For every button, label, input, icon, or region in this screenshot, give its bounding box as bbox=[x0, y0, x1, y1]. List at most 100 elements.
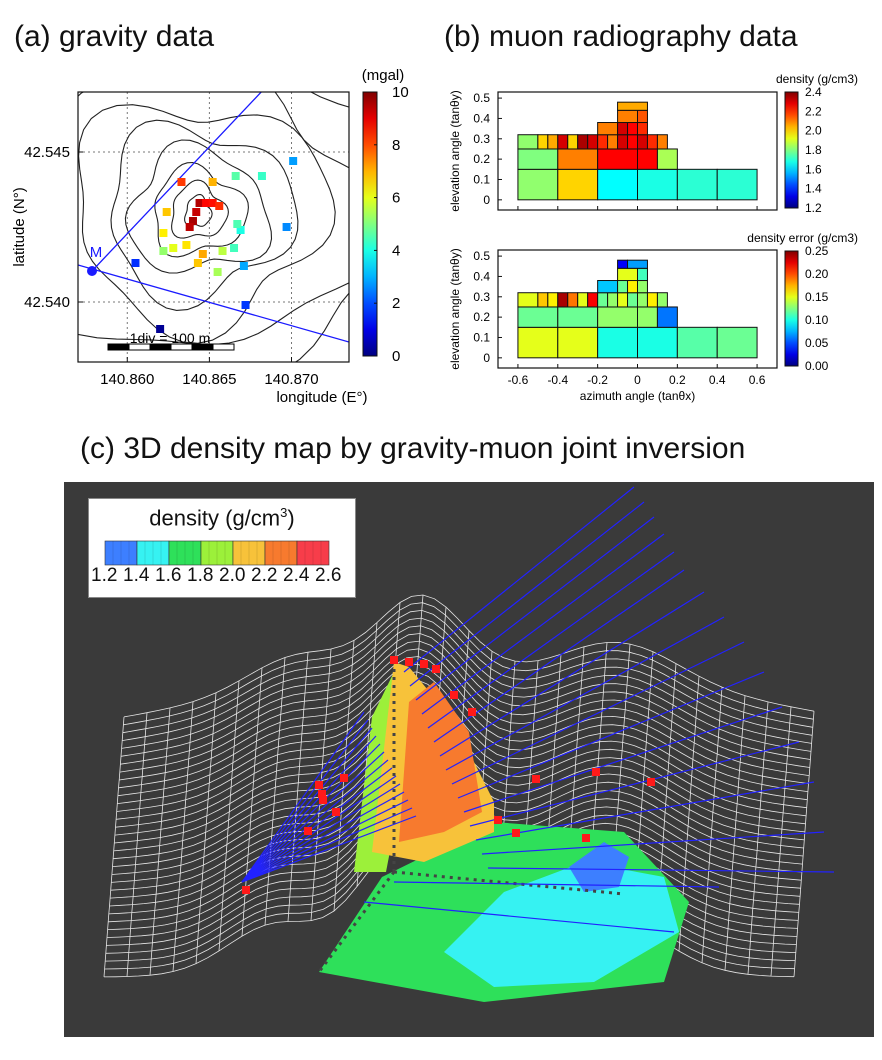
muon-cell bbox=[557, 168, 599, 201]
muon-ray bbox=[439, 591, 705, 757]
muon-cell bbox=[587, 134, 599, 150]
gravity-station-marker bbox=[494, 816, 502, 824]
gravity-station-marker bbox=[319, 796, 327, 804]
muon-cell bbox=[517, 326, 559, 359]
legend-tick-label: 1.2 bbox=[91, 565, 118, 586]
muon-ray bbox=[469, 741, 800, 827]
legend-title-text: density (g/cm bbox=[149, 505, 281, 531]
legend-tick-label: 2.4 bbox=[283, 565, 310, 586]
muon-cell bbox=[617, 259, 629, 269]
gravity-station-marker bbox=[450, 691, 458, 699]
muon-cell bbox=[646, 134, 658, 150]
muon-ray bbox=[241, 743, 381, 883]
muon-cell bbox=[557, 134, 569, 150]
muon-cell bbox=[557, 292, 569, 308]
muon-y-tick-label: 0.4 bbox=[473, 111, 490, 125]
gravity-station-marker bbox=[468, 708, 476, 716]
density-3d-render bbox=[103, 486, 835, 1002]
muon-ray bbox=[475, 781, 815, 841]
terrain-mesh-line bbox=[701, 687, 723, 963]
muon-y-axis-label: elevation angle (tanθy) bbox=[448, 248, 462, 369]
gravity-plot-frame bbox=[77, 91, 350, 363]
muon-cell bbox=[617, 109, 638, 124]
muon-colorbar-tick-label: 1.6 bbox=[805, 162, 822, 176]
panel-a-title: (a) gravity data bbox=[14, 20, 215, 53]
muon-ray bbox=[427, 551, 675, 729]
gravity-point bbox=[198, 250, 207, 258]
density-volume-vlow bbox=[569, 842, 629, 892]
gravity-point bbox=[159, 229, 168, 237]
gravity-point bbox=[282, 223, 291, 231]
density-volume-low bbox=[444, 862, 679, 987]
density-volume-core bbox=[399, 682, 482, 842]
gravity-point bbox=[215, 202, 224, 210]
muon-cell bbox=[597, 122, 619, 136]
gravity-station-marker bbox=[582, 834, 590, 842]
terrain-mesh-line bbox=[149, 707, 171, 976]
muon-cell bbox=[676, 326, 718, 359]
muon-x-tick-label: -0.4 bbox=[547, 373, 568, 387]
legend-swatch bbox=[200, 540, 234, 566]
gravity-point bbox=[193, 259, 202, 267]
gravity-point bbox=[192, 208, 201, 216]
scale-bar-segment bbox=[191, 343, 214, 351]
muon-cell bbox=[517, 168, 559, 201]
muon-cell bbox=[617, 134, 629, 150]
muon-colorbar-tick-label: 1.4 bbox=[805, 182, 822, 196]
muon-y-tick-label: 0 bbox=[483, 193, 490, 207]
muon-cell bbox=[656, 134, 668, 150]
muon-ray bbox=[241, 807, 413, 883]
axis-dotted-depth bbox=[317, 871, 396, 973]
muon-y-tick-label: 0 bbox=[483, 351, 490, 365]
muon-ray bbox=[445, 616, 725, 771]
muon-x-tick-label: 0.4 bbox=[709, 373, 726, 387]
muon-cell bbox=[597, 280, 619, 294]
muon-cell bbox=[637, 148, 658, 170]
muon-x-tick-label: -0.2 bbox=[587, 373, 608, 387]
legend-swatch bbox=[136, 540, 170, 566]
muon-cell bbox=[597, 326, 639, 359]
muon-cell bbox=[597, 134, 609, 150]
muon-cell bbox=[547, 134, 559, 150]
gravity-point bbox=[233, 220, 242, 228]
muon-ray bbox=[421, 533, 665, 715]
muon-ray bbox=[241, 735, 377, 883]
gravity-station-marker bbox=[315, 781, 323, 789]
legend-title-end: ) bbox=[287, 505, 295, 531]
muon-y-tick-label: 0.2 bbox=[473, 152, 490, 166]
muon-colorbar-label: density (g/cm3) bbox=[776, 72, 858, 86]
legend-swatch bbox=[296, 540, 330, 566]
muon-cell bbox=[597, 148, 639, 170]
gravity-y-tick-label: 42.545 bbox=[24, 144, 70, 161]
muon-cell bbox=[627, 122, 638, 136]
muon-cell bbox=[637, 109, 648, 124]
muon-ray bbox=[241, 727, 373, 883]
muon-x-axis-label: azimuth angle (tanθx) bbox=[580, 389, 695, 403]
legend-swatch bbox=[264, 540, 298, 566]
contour-line bbox=[184, 193, 213, 227]
gravity-point bbox=[182, 241, 191, 249]
muon-y-tick-label: 0.1 bbox=[473, 330, 490, 344]
profile-line bbox=[78, 264, 349, 343]
muon-colorbar-tick-label: 1.2 bbox=[805, 201, 822, 215]
scale-bar-segment bbox=[170, 343, 193, 351]
gravity-point bbox=[131, 259, 140, 267]
axis-dotted-horizontal bbox=[393, 870, 625, 896]
muon-colorbar bbox=[784, 250, 799, 367]
terrain-mesh-line bbox=[122, 617, 813, 741]
contour-line bbox=[78, 92, 349, 346]
muon-ray bbox=[241, 791, 405, 883]
muon-heatmap-2: 0.50.40.30.20.10-0.6 -0.4 -0.2 0 0.2 0.4 0.6az… bbox=[448, 231, 858, 403]
muon-ray bbox=[241, 711, 365, 883]
muon-cell bbox=[627, 280, 638, 294]
legend-tick-label: 1.4 bbox=[123, 565, 150, 586]
gravity-station-marker bbox=[405, 658, 413, 666]
gravity-x-tick-label: 140.860 bbox=[100, 371, 154, 388]
legend-tick-label: 2.2 bbox=[251, 565, 278, 586]
gravity-x-tick-label: 140.865 bbox=[182, 371, 236, 388]
muon-colorbar bbox=[784, 91, 799, 209]
muon-colorbar-tick-label: 0.00 bbox=[805, 359, 829, 373]
scale-bar-label: 1div = 100 m bbox=[130, 330, 211, 346]
muon-cell bbox=[637, 168, 678, 201]
muon-colorbar-tick-label: 0.10 bbox=[805, 313, 829, 327]
